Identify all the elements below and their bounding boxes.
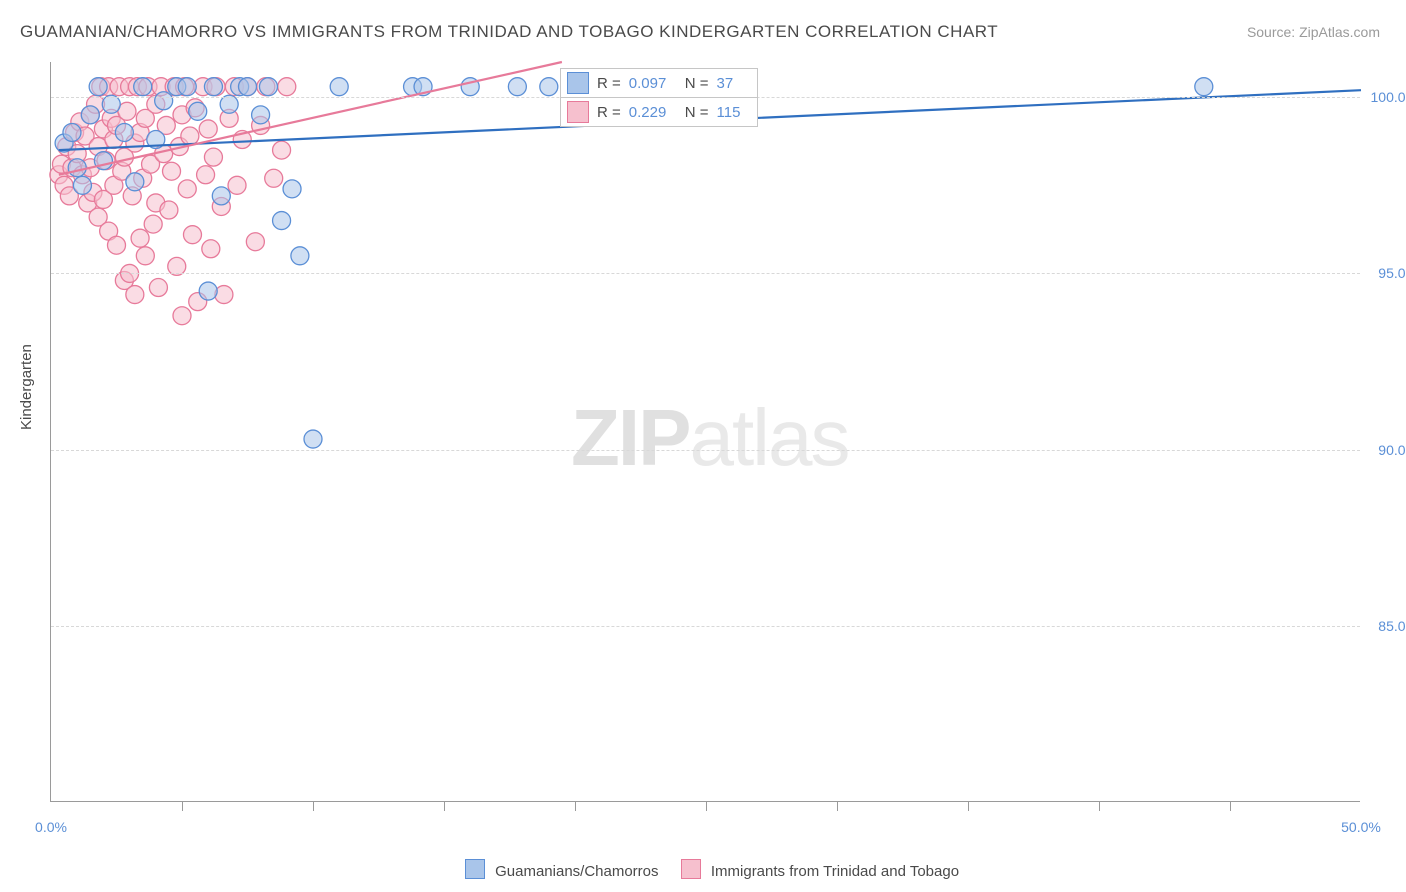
point-trinidad: [144, 215, 162, 233]
y-axis-title: Kindergarten: [18, 344, 35, 430]
x-tick: [837, 801, 838, 811]
stat-r-value-trinidad: 0.229: [629, 104, 677, 121]
point-trinidad: [265, 169, 283, 187]
x-tick: [182, 801, 183, 811]
point-trinidad: [126, 286, 144, 304]
point-guamanian: [239, 78, 257, 96]
point-trinidad: [215, 286, 233, 304]
point-guamanian: [540, 78, 558, 96]
point-guamanian: [155, 92, 173, 110]
point-trinidad: [160, 201, 178, 219]
stat-n-value-guamanian: 37: [717, 75, 747, 92]
chart-title: GUAMANIAN/CHAMORRO VS IMMIGRANTS FROM TR…: [20, 22, 998, 42]
point-guamanian: [508, 78, 526, 96]
point-guamanian: [134, 78, 152, 96]
point-guamanian: [291, 247, 309, 265]
x-tick: [575, 801, 576, 811]
x-tick-label: 50.0%: [1341, 819, 1381, 835]
point-guamanian: [126, 173, 144, 191]
point-guamanian: [89, 78, 107, 96]
stat-row-trinidad: R = 0.229 N = 115: [560, 97, 758, 127]
point-trinidad: [228, 176, 246, 194]
point-trinidad: [199, 120, 217, 138]
point-guamanian: [73, 176, 91, 194]
stat-n-label: N =: [685, 104, 709, 121]
legend-label-guamanian: Guamanians/Chamorros: [495, 863, 658, 880]
point-guamanian: [273, 212, 291, 230]
point-guamanian: [1195, 78, 1213, 96]
y-tick-label: 90.0%: [1378, 442, 1406, 458]
legend: Guamanians/Chamorros Immigrants from Tri…: [0, 859, 1406, 880]
point-trinidad: [197, 166, 215, 184]
stat-r-value-guamanian: 0.097: [629, 75, 677, 92]
stat-swatch-guamanian: [567, 72, 589, 94]
x-tick: [444, 801, 445, 811]
scatter-svg: [51, 62, 1360, 801]
y-tick-label: 95.0%: [1378, 265, 1406, 281]
point-guamanian: [63, 123, 81, 141]
point-guamanian: [259, 78, 277, 96]
plot-area: ZIPatlas 85.0%90.0%95.0%100.0%0.0%50.0%: [50, 62, 1360, 802]
stat-n-label: N =: [685, 75, 709, 92]
x-tick-label: 0.0%: [35, 819, 67, 835]
x-tick: [706, 801, 707, 811]
point-guamanian: [115, 123, 133, 141]
legend-swatch-trinidad: [681, 859, 701, 879]
point-trinidad: [108, 236, 126, 254]
point-trinidad: [131, 229, 149, 247]
y-tick-label: 100.0%: [1371, 89, 1406, 105]
point-guamanian: [204, 78, 222, 96]
point-trinidad: [181, 127, 199, 145]
stat-r-label: R =: [597, 104, 621, 121]
point-guamanian: [178, 78, 196, 96]
point-trinidad: [163, 162, 181, 180]
point-guamanian: [199, 282, 217, 300]
stat-row-guamanian: R = 0.097 N = 37: [560, 68, 758, 98]
legend-swatch-guamanian: [465, 859, 485, 879]
point-trinidad: [278, 78, 296, 96]
point-guamanian: [189, 102, 207, 120]
gridline: [51, 273, 1360, 274]
y-tick-label: 85.0%: [1378, 618, 1406, 634]
legend-label-trinidad: Immigrants from Trinidad and Tobago: [711, 863, 959, 880]
point-guamanian: [330, 78, 348, 96]
x-tick: [1099, 801, 1100, 811]
stat-r-label: R =: [597, 75, 621, 92]
x-tick: [313, 801, 314, 811]
point-trinidad: [149, 279, 167, 297]
point-trinidad: [173, 307, 191, 325]
gridline: [51, 626, 1360, 627]
point-guamanian: [304, 430, 322, 448]
point-trinidad: [204, 148, 222, 166]
point-guamanian: [283, 180, 301, 198]
x-tick: [1230, 801, 1231, 811]
stat-swatch-trinidad: [567, 101, 589, 123]
point-trinidad: [178, 180, 196, 198]
x-tick: [968, 801, 969, 811]
point-guamanian: [252, 106, 270, 124]
point-trinidad: [136, 247, 154, 265]
point-guamanian: [81, 106, 99, 124]
point-trinidad: [202, 240, 220, 258]
point-guamanian: [212, 187, 230, 205]
source-attribution: Source: ZipAtlas.com: [1247, 24, 1380, 40]
point-trinidad: [246, 233, 264, 251]
point-guamanian: [68, 159, 86, 177]
stat-n-value-trinidad: 115: [717, 104, 747, 121]
point-trinidad: [183, 226, 201, 244]
correlation-stat-box: R = 0.097 N = 37 R = 0.229 N = 115: [560, 68, 758, 126]
gridline: [51, 450, 1360, 451]
point-trinidad: [273, 141, 291, 159]
